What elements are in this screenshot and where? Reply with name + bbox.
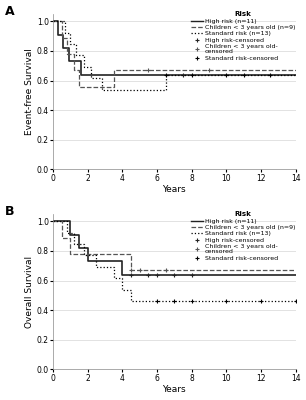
Text: A: A	[5, 5, 14, 18]
Y-axis label: Overall Survival: Overall Survival	[25, 256, 34, 328]
Text: B: B	[5, 205, 14, 218]
Legend: High risk (n=11), Children < 3 years old (n=9), Standard risk (n=13), High risk-: High risk (n=11), Children < 3 years old…	[191, 11, 296, 61]
X-axis label: Years: Years	[162, 386, 186, 394]
Y-axis label: Event-free Survival: Event-free Survival	[25, 48, 34, 135]
Legend: High risk (n=11), Children < 3 years old (n=9), Standard risk (n=13), High risk-: High risk (n=11), Children < 3 years old…	[191, 211, 296, 261]
X-axis label: Years: Years	[162, 186, 186, 194]
